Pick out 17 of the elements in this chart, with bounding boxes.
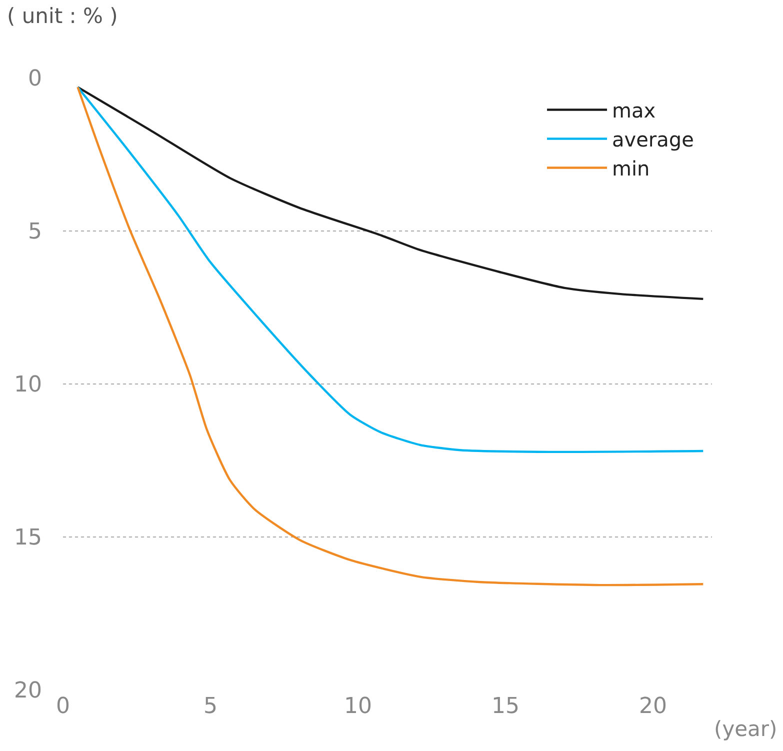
y-tick-label: 15	[14, 526, 42, 551]
line-series	[76, 86, 704, 586]
y-tick-label: 5	[28, 220, 42, 245]
x-tick-label: 0	[56, 694, 70, 719]
y-tick-label: 0	[28, 66, 42, 92]
x-tick-label: 15	[492, 694, 520, 719]
y-axis-title: ( unit : % )	[7, 4, 118, 28]
x-axis-title: (year)	[714, 717, 778, 741]
x-tick-label: 10	[344, 694, 372, 719]
line-series	[76, 86, 704, 454]
legend-label: average	[612, 128, 694, 152]
line-series	[76, 86, 704, 300]
x-tick-label: 20	[639, 694, 667, 719]
legend-label: max	[612, 98, 656, 123]
y-tick-label: 10	[14, 372, 42, 398]
x-tick-label: 5	[204, 694, 218, 719]
legend-label: min	[612, 156, 650, 181]
